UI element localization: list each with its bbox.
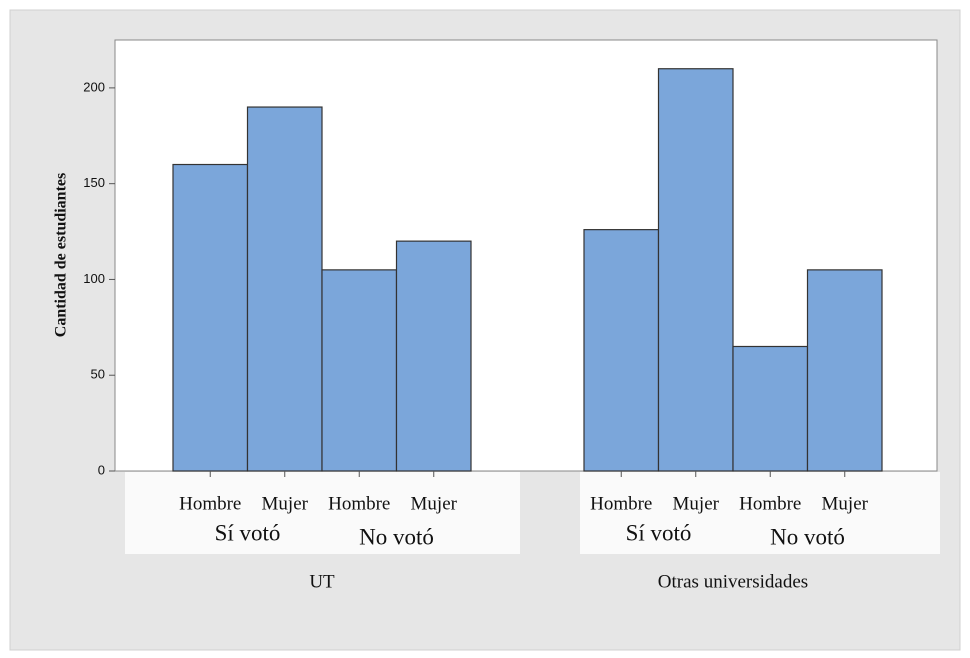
bar bbox=[321, 269, 398, 472]
x-tick-label: Mujer bbox=[411, 493, 458, 514]
bar bbox=[732, 345, 809, 472]
bar bbox=[657, 68, 734, 472]
x-tick-label: Hombre bbox=[590, 493, 652, 514]
x-tick-label: Hombre bbox=[739, 493, 801, 514]
bar bbox=[806, 269, 883, 472]
x-tick-label: Mujer bbox=[822, 493, 869, 514]
bar bbox=[395, 240, 472, 472]
x-tick-label: Mujer bbox=[673, 493, 720, 514]
y-tick-label: 50 bbox=[91, 367, 105, 382]
x-tick-label: Hombre bbox=[179, 493, 241, 514]
label-band bbox=[580, 472, 940, 554]
y-axis-label: Cantidad de estudiantes bbox=[53, 173, 70, 337]
label-band bbox=[125, 472, 520, 554]
x-tick-label: Mujer bbox=[262, 493, 309, 514]
group-label: No votó bbox=[770, 524, 845, 549]
bar bbox=[246, 106, 323, 472]
y-tick-label: 100 bbox=[83, 271, 105, 286]
university-label: Otras universidades bbox=[658, 571, 808, 592]
group-label: Sí votó bbox=[215, 520, 281, 545]
y-tick-label: 0 bbox=[98, 462, 105, 477]
group-label: No votó bbox=[359, 524, 434, 549]
group-label: Sí votó bbox=[626, 520, 692, 545]
x-tick-label: Hombre bbox=[328, 493, 390, 514]
y-tick-label: 150 bbox=[83, 175, 105, 190]
university-label: UT bbox=[309, 571, 335, 592]
bar bbox=[172, 163, 249, 472]
y-tick-label: 200 bbox=[83, 79, 105, 94]
bar bbox=[583, 229, 660, 472]
